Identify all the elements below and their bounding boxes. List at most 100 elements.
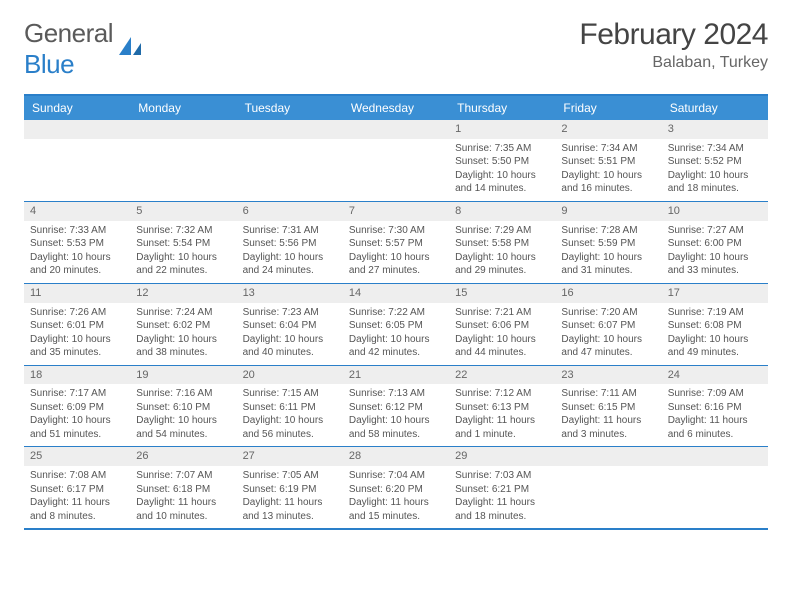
day-number: 6 (237, 202, 343, 221)
sunrise-text: Sunrise: 7:13 AM (349, 387, 443, 401)
day-number: 28 (343, 447, 449, 466)
sunset-text: Sunset: 6:07 PM (561, 319, 655, 333)
daylight-text: Daylight: 10 hours and 31 minutes. (561, 251, 655, 278)
day-cell: 27Sunrise: 7:05 AMSunset: 6:19 PMDayligh… (237, 447, 343, 528)
sunset-text: Sunset: 5:59 PM (561, 237, 655, 251)
day-number: 16 (555, 284, 661, 303)
location: Balaban, Turkey (579, 54, 768, 72)
day-content: Sunrise: 7:04 AMSunset: 6:20 PMDaylight:… (343, 466, 449, 528)
day-content: Sunrise: 7:35 AMSunset: 5:50 PMDaylight:… (449, 139, 555, 201)
title-block: February 2024 Balaban, Turkey (579, 18, 768, 72)
sunset-text: Sunset: 5:56 PM (243, 237, 337, 251)
sunset-text: Sunset: 6:17 PM (30, 483, 124, 497)
day-cell: 6Sunrise: 7:31 AMSunset: 5:56 PMDaylight… (237, 202, 343, 283)
sunrise-text: Sunrise: 7:32 AM (136, 224, 230, 238)
sunrise-text: Sunrise: 7:16 AM (136, 387, 230, 401)
week-row: 4Sunrise: 7:33 AMSunset: 5:53 PMDaylight… (24, 201, 768, 283)
day-cell: 9Sunrise: 7:28 AMSunset: 5:59 PMDaylight… (555, 202, 661, 283)
daylight-text: Daylight: 10 hours and 40 minutes. (243, 333, 337, 360)
week-row: 11Sunrise: 7:26 AMSunset: 6:01 PMDayligh… (24, 283, 768, 365)
daylight-text: Daylight: 10 hours and 58 minutes. (349, 414, 443, 441)
day-cell: 25Sunrise: 7:08 AMSunset: 6:17 PMDayligh… (24, 447, 130, 528)
daylight-text: Daylight: 10 hours and 35 minutes. (30, 333, 124, 360)
daylight-text: Daylight: 10 hours and 51 minutes. (30, 414, 124, 441)
day-cell: 24Sunrise: 7:09 AMSunset: 6:16 PMDayligh… (662, 366, 768, 447)
daylight-text: Daylight: 10 hours and 16 minutes. (561, 169, 655, 196)
day-content: Sunrise: 7:20 AMSunset: 6:07 PMDaylight:… (555, 303, 661, 365)
day-cell: 16Sunrise: 7:20 AMSunset: 6:07 PMDayligh… (555, 284, 661, 365)
daylight-text: Daylight: 10 hours and 42 minutes. (349, 333, 443, 360)
day-number: 5 (130, 202, 236, 221)
day-cell: 10Sunrise: 7:27 AMSunset: 6:00 PMDayligh… (662, 202, 768, 283)
daylight-text: Daylight: 10 hours and 47 minutes. (561, 333, 655, 360)
day-content: Sunrise: 7:19 AMSunset: 6:08 PMDaylight:… (662, 303, 768, 365)
sunset-text: Sunset: 6:04 PM (243, 319, 337, 333)
sunrise-text: Sunrise: 7:12 AM (455, 387, 549, 401)
day-cell: 21Sunrise: 7:13 AMSunset: 6:12 PMDayligh… (343, 366, 449, 447)
day-cell: 28Sunrise: 7:04 AMSunset: 6:20 PMDayligh… (343, 447, 449, 528)
logo-text-a: General (24, 18, 113, 48)
day-number (237, 120, 343, 139)
sunrise-text: Sunrise: 7:24 AM (136, 306, 230, 320)
sunset-text: Sunset: 5:52 PM (668, 155, 762, 169)
day-cell: 8Sunrise: 7:29 AMSunset: 5:58 PMDaylight… (449, 202, 555, 283)
day-content: Sunrise: 7:21 AMSunset: 6:06 PMDaylight:… (449, 303, 555, 365)
day-content: Sunrise: 7:12 AMSunset: 6:13 PMDaylight:… (449, 384, 555, 446)
sunrise-text: Sunrise: 7:31 AM (243, 224, 337, 238)
weeks-container: 1Sunrise: 7:35 AMSunset: 5:50 PMDaylight… (24, 120, 768, 528)
day-cell: 11Sunrise: 7:26 AMSunset: 6:01 PMDayligh… (24, 284, 130, 365)
week-row: 1Sunrise: 7:35 AMSunset: 5:50 PMDaylight… (24, 120, 768, 201)
weekday-header: Thursday (449, 96, 555, 120)
weekday-header: Tuesday (237, 96, 343, 120)
day-content: Sunrise: 7:31 AMSunset: 5:56 PMDaylight:… (237, 221, 343, 283)
sunrise-text: Sunrise: 7:34 AM (561, 142, 655, 156)
day-cell (237, 120, 343, 201)
day-cell: 22Sunrise: 7:12 AMSunset: 6:13 PMDayligh… (449, 366, 555, 447)
sunrise-text: Sunrise: 7:21 AM (455, 306, 549, 320)
sunset-text: Sunset: 6:10 PM (136, 401, 230, 415)
day-cell: 15Sunrise: 7:21 AMSunset: 6:06 PMDayligh… (449, 284, 555, 365)
day-content: Sunrise: 7:07 AMSunset: 6:18 PMDaylight:… (130, 466, 236, 528)
day-content: Sunrise: 7:26 AMSunset: 6:01 PMDaylight:… (24, 303, 130, 365)
sunset-text: Sunset: 6:12 PM (349, 401, 443, 415)
sunset-text: Sunset: 6:09 PM (30, 401, 124, 415)
sunrise-text: Sunrise: 7:29 AM (455, 224, 549, 238)
daylight-text: Daylight: 10 hours and 14 minutes. (455, 169, 549, 196)
weekday-header: Wednesday (343, 96, 449, 120)
day-content: Sunrise: 7:29 AMSunset: 5:58 PMDaylight:… (449, 221, 555, 283)
day-content: Sunrise: 7:16 AMSunset: 6:10 PMDaylight:… (130, 384, 236, 446)
sunrise-text: Sunrise: 7:04 AM (349, 469, 443, 483)
daylight-text: Daylight: 10 hours and 33 minutes. (668, 251, 762, 278)
day-cell (130, 120, 236, 201)
day-cell: 1Sunrise: 7:35 AMSunset: 5:50 PMDaylight… (449, 120, 555, 201)
day-number: 8 (449, 202, 555, 221)
sunrise-text: Sunrise: 7:30 AM (349, 224, 443, 238)
day-number: 17 (662, 284, 768, 303)
day-cell: 4Sunrise: 7:33 AMSunset: 5:53 PMDaylight… (24, 202, 130, 283)
day-cell (555, 447, 661, 528)
weekday-header: Monday (130, 96, 236, 120)
day-content: Sunrise: 7:34 AMSunset: 5:52 PMDaylight:… (662, 139, 768, 201)
day-content: Sunrise: 7:28 AMSunset: 5:59 PMDaylight:… (555, 221, 661, 283)
day-number: 1 (449, 120, 555, 139)
day-cell: 23Sunrise: 7:11 AMSunset: 6:15 PMDayligh… (555, 366, 661, 447)
daylight-text: Daylight: 11 hours and 8 minutes. (30, 496, 124, 523)
sunrise-text: Sunrise: 7:19 AM (668, 306, 762, 320)
day-cell: 14Sunrise: 7:22 AMSunset: 6:05 PMDayligh… (343, 284, 449, 365)
header: General Blue February 2024 Balaban, Turk… (24, 18, 768, 80)
daylight-text: Daylight: 10 hours and 54 minutes. (136, 414, 230, 441)
daylight-text: Daylight: 10 hours and 27 minutes. (349, 251, 443, 278)
day-cell: 5Sunrise: 7:32 AMSunset: 5:54 PMDaylight… (130, 202, 236, 283)
sunrise-text: Sunrise: 7:07 AM (136, 469, 230, 483)
sunrise-text: Sunrise: 7:28 AM (561, 224, 655, 238)
day-content: Sunrise: 7:22 AMSunset: 6:05 PMDaylight:… (343, 303, 449, 365)
sunset-text: Sunset: 6:13 PM (455, 401, 549, 415)
sunset-text: Sunset: 5:57 PM (349, 237, 443, 251)
logo-text: General Blue (24, 18, 113, 80)
logo: General Blue (24, 18, 145, 80)
daylight-text: Daylight: 10 hours and 20 minutes. (30, 251, 124, 278)
sunset-text: Sunset: 5:51 PM (561, 155, 655, 169)
sunrise-text: Sunrise: 7:26 AM (30, 306, 124, 320)
day-content: Sunrise: 7:15 AMSunset: 6:11 PMDaylight:… (237, 384, 343, 446)
daylight-text: Daylight: 11 hours and 3 minutes. (561, 414, 655, 441)
